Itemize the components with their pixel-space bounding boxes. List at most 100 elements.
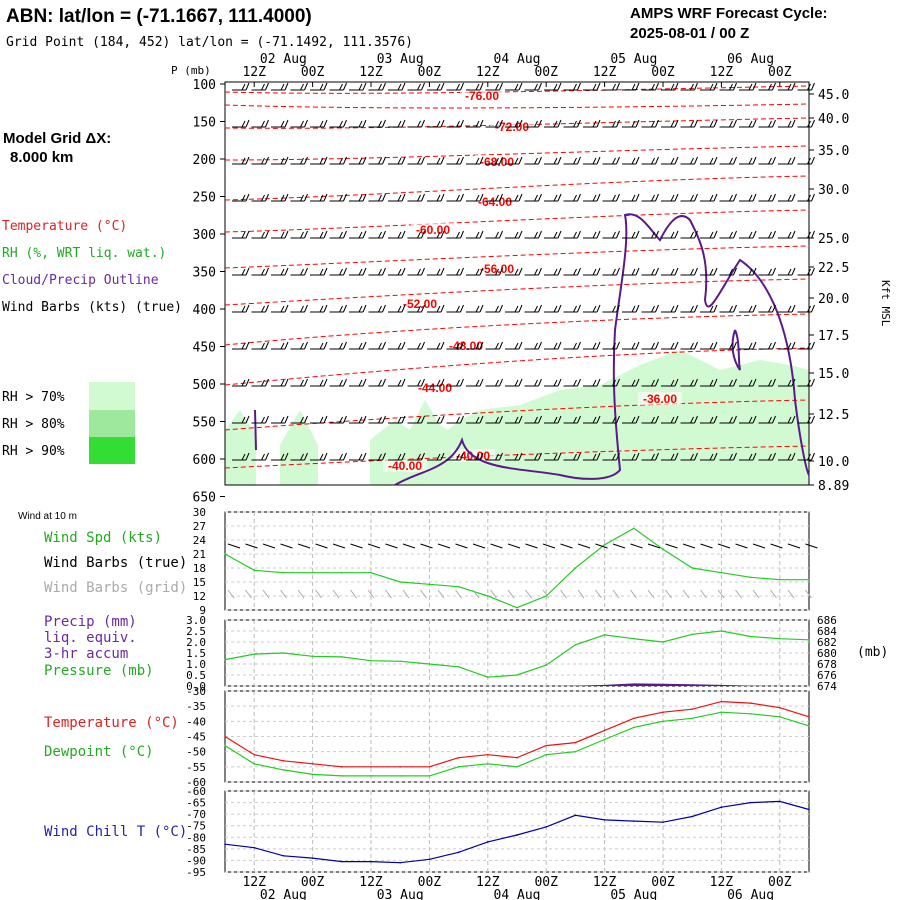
surface-wind-barb-grid [262, 589, 270, 599]
wind-barb-flag [323, 267, 328, 276]
wind-barb-flag [339, 83, 343, 91]
rh80-label: RH > 80% [2, 417, 65, 432]
wind-barb-flag [304, 378, 308, 387]
wind-barb-flag [362, 119, 367, 128]
wind-speed-line-point [720, 571, 723, 574]
wind-barb-flag [674, 230, 679, 239]
wind-barb-flag [670, 416, 675, 424]
wind-barb-flag [596, 193, 601, 202]
wind-chill-line [224, 800, 810, 864]
wind-barb-flag [694, 452, 698, 461]
wind-barb-flag [319, 83, 324, 91]
pressure-tick-label: 350 [193, 266, 216, 281]
wind-barb [485, 193, 503, 202]
wind-barb-flag [440, 82, 445, 91]
wind-barb-flag [300, 416, 304, 424]
wind-barb-flag [557, 452, 562, 461]
legend-rh: RH (%, WRT liq. wat.) [2, 246, 166, 261]
wind-barb-flag [304, 304, 308, 313]
wind-barb-flag [397, 416, 402, 424]
wind-barb-flag [495, 231, 499, 239]
wind-chill-line-point [749, 801, 752, 804]
wind-barb-flag [557, 415, 562, 424]
wind-barb-flag [440, 119, 445, 128]
wind-barb-flag [690, 379, 694, 387]
wind-barb-flag [713, 230, 718, 239]
wind-at-10m-label: Wind at 10 m [18, 511, 77, 522]
wind-barb-flag [499, 82, 503, 91]
surface-wind-barb-grid [560, 589, 567, 599]
temperature-contour [224, 313, 810, 346]
wind-barb [427, 230, 445, 239]
wind-barb [583, 193, 601, 202]
wind-barb-flag [807, 268, 811, 276]
wind-barb-flag [499, 193, 503, 202]
pressure-line-point [779, 637, 781, 640]
wind-barb [544, 304, 562, 313]
wind-barb [641, 415, 659, 424]
wind-barb-flag [557, 119, 562, 128]
wind-barb [251, 267, 269, 276]
wind-barb-flag [787, 416, 792, 424]
wind-barb [641, 267, 659, 276]
wind-barb-flag [518, 415, 523, 424]
wind-barb-flag [748, 379, 753, 387]
wind-barb [797, 378, 815, 387]
wind-barb-flag [655, 304, 659, 313]
surface-wind-barb-grid [612, 589, 620, 599]
wind-barb-flag [713, 156, 718, 165]
pressure-line-point [399, 660, 402, 663]
wind-barb-flag [456, 157, 460, 165]
temperature-contour-label: -56.00 [480, 262, 514, 276]
wind-barb-flag [713, 378, 718, 387]
wind-barb-flag [343, 267, 347, 276]
wind-barb [446, 341, 464, 350]
wind-barb [329, 415, 347, 424]
wind-barb-flag [573, 342, 577, 350]
rh70-label: RH > 70% [2, 390, 65, 405]
wind-barb-flag [709, 157, 714, 165]
bottom-date-tick-label: 03 Aug [377, 888, 424, 900]
wind-barb [251, 193, 269, 202]
wind-barb [349, 193, 367, 202]
contour-label-bg [383, 459, 427, 472]
wind-barb-flag [323, 119, 328, 128]
wind-barb [524, 230, 542, 239]
time-tick-label: 00Z [534, 65, 558, 80]
wind-barb-flag [553, 342, 558, 350]
wind-barb-flag [241, 453, 246, 461]
wind-barb-flag [378, 416, 382, 424]
wind-barb-flag [811, 267, 815, 276]
temperature-line-point [428, 766, 431, 768]
pressure-tick-label: 650 [193, 491, 216, 506]
wind-barb [778, 341, 796, 350]
wind-barb [349, 230, 367, 239]
wind-speed-line-point [341, 571, 343, 574]
temperature-contour [224, 245, 810, 269]
wind-barb-flag [495, 416, 499, 424]
pressure-line-point [428, 663, 431, 665]
wind-barb-flag [382, 119, 386, 128]
wind-barb-flag [553, 120, 558, 128]
wind-barb-flag [304, 82, 308, 91]
wind-barb-flag [768, 453, 772, 461]
wind-barb-flag [343, 341, 347, 350]
dewpoint-line-point [282, 769, 285, 771]
wind-barb-flag [592, 342, 597, 350]
wind-barb [719, 378, 737, 387]
temperature-line-point [749, 702, 752, 704]
wind-speed-tick-label: 12 [193, 590, 206, 603]
wind-barb-flag [674, 378, 679, 387]
wind-barb-flag [401, 341, 406, 350]
wind-chill-tick-label: -90 [186, 854, 206, 867]
surface-wind-barb-grid [805, 589, 812, 599]
wind-barb-flag [631, 342, 636, 350]
wind-barb-flag [713, 341, 718, 350]
surface-wind-barb [315, 543, 328, 549]
wind-barb-flag [382, 193, 386, 202]
wind-barb-flag [612, 83, 616, 91]
wind-barb [680, 230, 698, 239]
wind-barb-flag [261, 194, 265, 202]
wind-barb-flag [479, 415, 484, 424]
